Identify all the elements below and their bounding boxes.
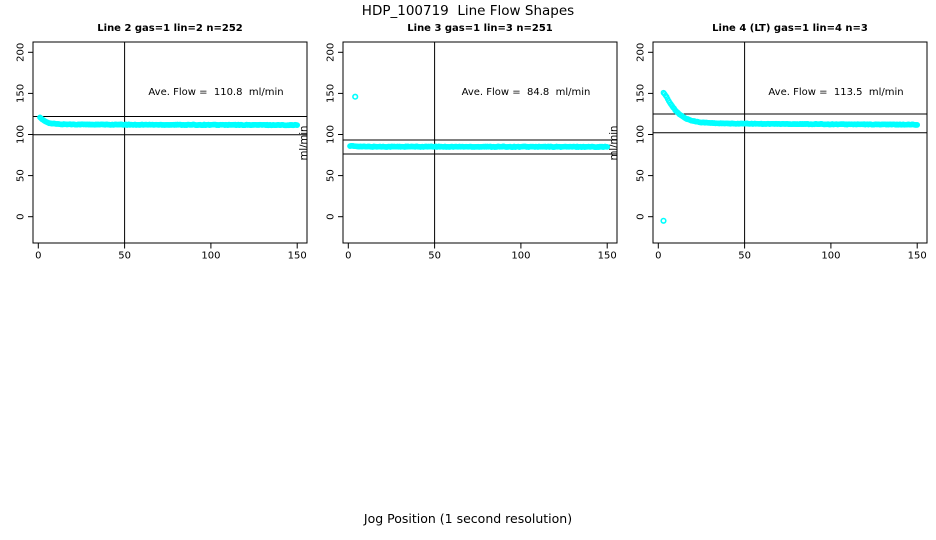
panel-line-4: Line 4 (LT) gas=1 lin=4 n=3 0 50 100 150 200… <box>609 23 928 262</box>
ave-flow-annotation-line-4: Ave. Flow = 113.5 ml/min <box>768 87 904 98</box>
svg-text:150: 150 <box>326 84 337 103</box>
svg-text:100: 100 <box>201 251 220 262</box>
svg-text:100: 100 <box>636 125 647 144</box>
svg-text:0: 0 <box>636 214 647 220</box>
svg-text:100: 100 <box>16 125 27 144</box>
scatter-plot-line-3: 0 50 100 150 200 0 50 100 150 <box>326 41 618 262</box>
panel-line-3: Line 3 gas=1 lin=3 n=251 0 50 100 150 200 0 50… <box>299 23 618 262</box>
x-axis-label: Jog Position (1 second resolution) <box>363 511 573 526</box>
svg-text:150: 150 <box>16 84 27 103</box>
panel-line-2-title: Line 2 gas=1 lin=2 n=252 <box>97 23 243 34</box>
svg-text:0: 0 <box>326 214 337 220</box>
svg-text:0: 0 <box>35 251 41 262</box>
svg-text:50: 50 <box>636 169 647 182</box>
panel-line-2: Line 2 gas=1 lin=2 n=252 0 50 100 150 200 0 50… <box>16 23 308 262</box>
panel-line-3-title: Line 3 gas=1 lin=3 n=251 <box>407 23 553 34</box>
svg-text:50: 50 <box>326 169 337 182</box>
svg-text:150: 150 <box>598 251 617 262</box>
svg-text:0: 0 <box>655 251 661 262</box>
ave-flow-annotation-line-2: Ave. Flow = 110.8 ml/min <box>148 87 284 98</box>
svg-text:150: 150 <box>288 251 307 262</box>
svg-text:100: 100 <box>511 251 530 262</box>
svg-text:200: 200 <box>636 43 647 62</box>
svg-text:200: 200 <box>326 43 337 62</box>
svg-text:50: 50 <box>118 251 131 262</box>
svg-text:0: 0 <box>345 251 351 262</box>
scatter-plot-line-2: 0 50 100 150 200 0 50 100 150 <box>16 41 308 262</box>
scatter-plot-line-4: 0 50 100 150 200 0 50 100 150 <box>636 41 928 262</box>
panel-line-4-title: Line 4 (LT) gas=1 lin=4 n=3 <box>712 23 868 34</box>
svg-text:50: 50 <box>16 169 27 182</box>
svg-text:0: 0 <box>16 214 27 220</box>
svg-text:100: 100 <box>326 125 337 144</box>
y-axis-label-line-3: ml/min <box>298 125 310 160</box>
svg-text:50: 50 <box>738 251 751 262</box>
svg-text:150: 150 <box>908 251 927 262</box>
svg-text:100: 100 <box>821 251 840 262</box>
ave-flow-annotation-line-3: Ave. Flow = 84.8 ml/min <box>461 87 591 98</box>
svg-text:50: 50 <box>428 251 441 262</box>
y-axis-label-line-4: ml/min <box>608 125 620 160</box>
svg-text:200: 200 <box>16 43 27 62</box>
figure-title: HDP_100719 Line Flow Shapes <box>361 3 575 19</box>
svg-text:150: 150 <box>636 84 647 103</box>
